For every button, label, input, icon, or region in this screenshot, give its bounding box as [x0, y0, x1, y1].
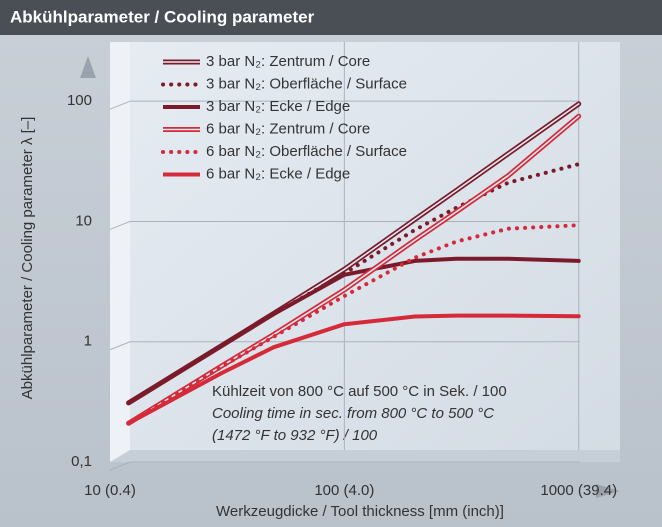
tick-mark [109, 461, 131, 471]
line-series [126, 313, 581, 426]
tick-mark [109, 100, 131, 110]
x-tick-label: 1000 (39.4) [540, 482, 617, 499]
annotation-line: Kühlzeit von 800 °C auf 500 °C in Sek. /… [212, 383, 507, 400]
annotation-line: Cooling time in sec. from 800 °C to 500 … [212, 405, 494, 422]
legend-label: 3 bar N₂: Oberfläche / Surface [206, 75, 407, 92]
x-axis-label: Werkzeugdicke / Tool thickness [mm (inch… [216, 503, 504, 520]
header-bar [0, 0, 662, 35]
x-tick-label: 100 (4.0) [314, 482, 374, 499]
annotation-line: (1472 °F to 932 °F) / 100 [212, 427, 378, 444]
x-arrow [596, 484, 620, 498]
y-axis-label: Abkühlparameter / Cooling parameter λ [–… [19, 117, 36, 400]
y-tick-label: 1 [84, 333, 92, 350]
y-tick-label: 10 [75, 212, 92, 229]
y-tick-label: 0,1 [71, 453, 92, 470]
annotation: Kühlzeit von 800 °C auf 500 °C in Sek. /… [212, 383, 507, 444]
plot-side-wall [110, 42, 130, 462]
x-tick-label: 10 (0.4) [84, 482, 136, 499]
line-series [126, 223, 581, 426]
y-arrow [80, 56, 96, 78]
legend-label: 6 bar N₂: Zentrum / Core [206, 120, 370, 137]
plot-floor [110, 450, 620, 462]
tick-mark [109, 220, 131, 230]
legend-label: 6 bar N₂: Ecke / Edge [206, 165, 350, 182]
chart-title: Abkühlparameter / Cooling parameter [10, 7, 315, 26]
y-tick-label: 100 [67, 92, 92, 109]
legend-label: 6 bar N₂: Oberfläche / Surface [206, 143, 407, 160]
tick-mark [109, 341, 131, 351]
legend-label: 3 bar N₂: Ecke / Edge [206, 98, 350, 115]
line-series-inner [127, 115, 580, 424]
legend-label: 3 bar N₂: Zentrum / Core [206, 53, 370, 70]
